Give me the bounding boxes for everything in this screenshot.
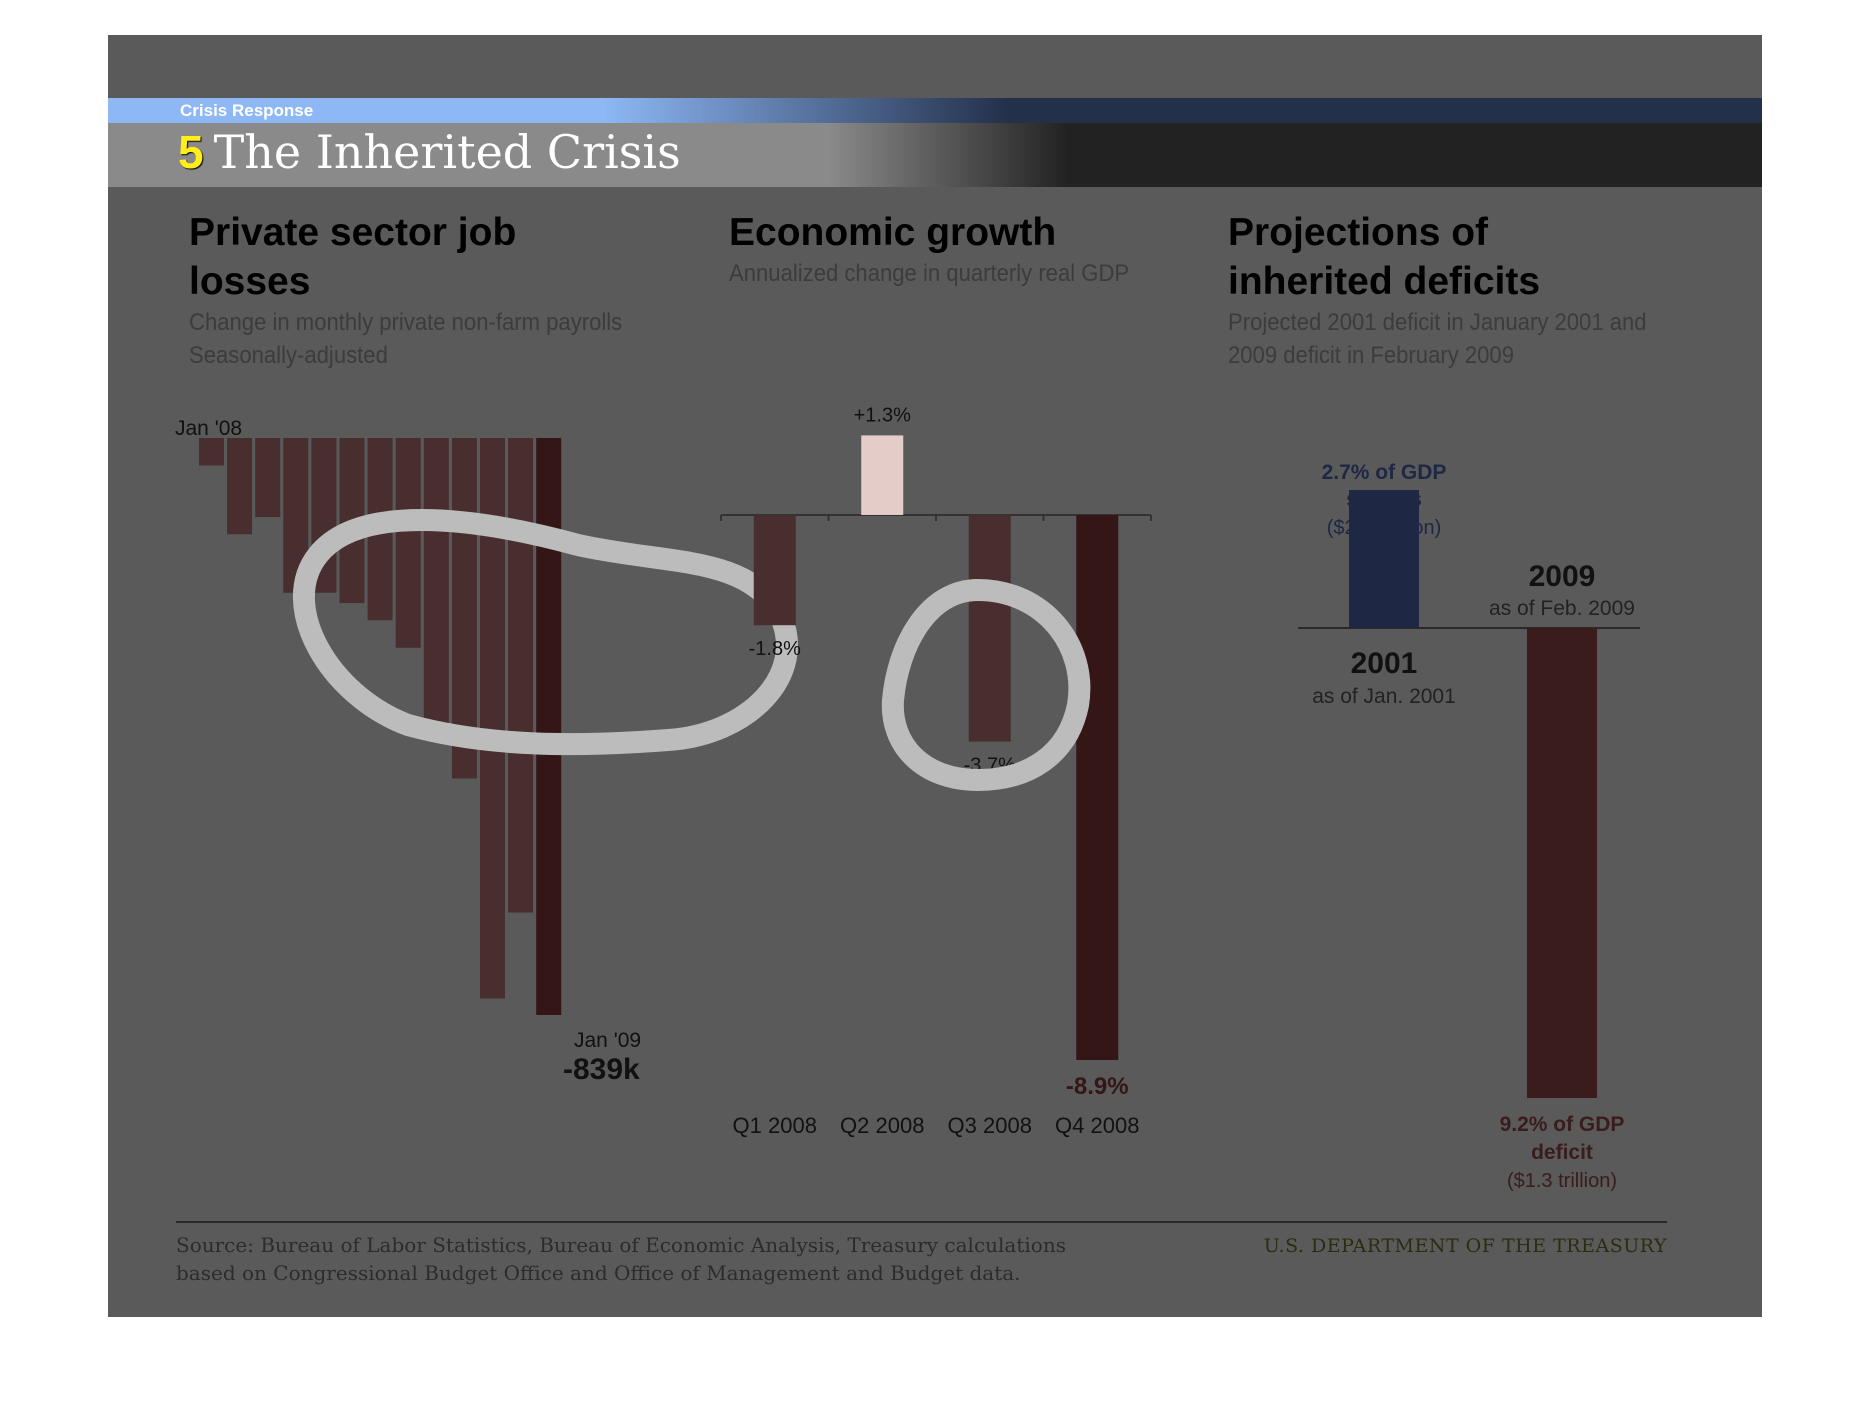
gdp-category-label: Q1 2008 bbox=[733, 1113, 817, 1138]
jobs-end-value-label: -839k bbox=[563, 1053, 640, 1086]
jobs-bar bbox=[199, 438, 224, 466]
gdp-bar bbox=[968, 515, 1011, 742]
deficit-category-note-2009: as of Feb. 2009 bbox=[1489, 597, 1635, 620]
surplus-value-label: 2.7% of GDP bbox=[1322, 461, 1447, 484]
deficit-chart-title-2: inherited deficits bbox=[1228, 260, 1541, 303]
deficit-chart-subtitle-1: Projected 2001 deficit in January 2001 a… bbox=[1228, 309, 1647, 336]
source-line-1: Source: Bureau of Labor Statistics, Bure… bbox=[176, 1233, 1066, 1257]
jobs-chart-subtitle-2: Seasonally-adjusted bbox=[189, 342, 388, 369]
deficit-kind-label: deficit bbox=[1531, 1141, 1593, 1164]
jobs-bar bbox=[423, 438, 449, 741]
jobs-callout-outline bbox=[292, 509, 798, 756]
deficit-chart-title-1: Projections of bbox=[1228, 211, 1489, 254]
jobs-chart-title: Private sector job losses bbox=[189, 211, 517, 303]
deficit-category-note-2001: as of Jan. 2001 bbox=[1312, 685, 1456, 708]
deficit-category-2001: 2001 bbox=[1351, 647, 1418, 680]
gdp-chart-subtitle: Annualized change in quarterly real GDP bbox=[729, 260, 1130, 287]
slide-number: 5 bbox=[178, 126, 204, 178]
section-label: Crisis Response bbox=[180, 101, 314, 120]
jobs-end-label: Jan '09 bbox=[574, 1029, 642, 1052]
jobs-chart-subtitle-1: Change in monthly private non-farm payro… bbox=[189, 309, 623, 336]
slide: Crisis Response 5 The Inherited Crisis Pr… bbox=[108, 35, 1762, 1317]
deficit-bar bbox=[1349, 490, 1419, 628]
deficit-bar bbox=[1527, 628, 1597, 1098]
jobs-bar bbox=[508, 438, 534, 913]
footer-rule bbox=[176, 1221, 1667, 1223]
gdp-category-label: Q2 2008 bbox=[840, 1113, 924, 1138]
jobs-bar bbox=[395, 438, 421, 648]
gdp-value-label: -1.8% bbox=[749, 638, 801, 660]
surplus-amount-label: ($281 billion) bbox=[1327, 517, 1442, 539]
deficit-chart-subtitle-2: 2009 deficit in February 2009 bbox=[1228, 342, 1515, 369]
department-name: U.S. DEPARTMENT OF THE TREASURY bbox=[1263, 1235, 1667, 1257]
gdp-value-label: +1.3% bbox=[854, 404, 911, 426]
gdp-chart-title: Economic growth bbox=[729, 211, 1057, 254]
deficit-category-2009: 2009 bbox=[1529, 560, 1596, 593]
jobs-bar bbox=[255, 438, 281, 518]
slide-title-text: The Inherited Crisis bbox=[213, 125, 681, 179]
source-line-2: based on Congressional Budget Office and… bbox=[176, 1261, 1021, 1285]
slide-title: 5 The Inherited Crisis bbox=[178, 125, 681, 179]
deficit-value-label: 9.2% of GDP bbox=[1500, 1113, 1625, 1136]
gdp-value-label: -8.9% bbox=[1066, 1073, 1129, 1100]
jobs-start-label: Jan '08 bbox=[175, 417, 243, 440]
gdp-bar bbox=[1076, 515, 1119, 1060]
jobs-bar bbox=[451, 438, 477, 779]
jobs-bar bbox=[227, 438, 253, 535]
source-note: Source: Bureau of Labor Statistics, Bure… bbox=[176, 1231, 1176, 1287]
deficit-amount-label: ($1.3 trillion) bbox=[1507, 1170, 1617, 1192]
gdp-bar bbox=[753, 515, 796, 626]
gdp-callout-outline bbox=[881, 578, 1091, 792]
title-bar-highlight bbox=[108, 123, 1068, 187]
charts-canvas: -1.8%Q1 2008+1.3%Q2 2008-3.7%Q3 2008-8.9… bbox=[199, 404, 1640, 1192]
surplus-kind-label: surplus bbox=[1346, 488, 1422, 511]
gdp-category-label: Q3 2008 bbox=[948, 1113, 1032, 1138]
section-band-highlight bbox=[108, 98, 1008, 123]
gdp-bar bbox=[861, 435, 904, 515]
gdp-category-label: Q4 2008 bbox=[1055, 1113, 1139, 1138]
